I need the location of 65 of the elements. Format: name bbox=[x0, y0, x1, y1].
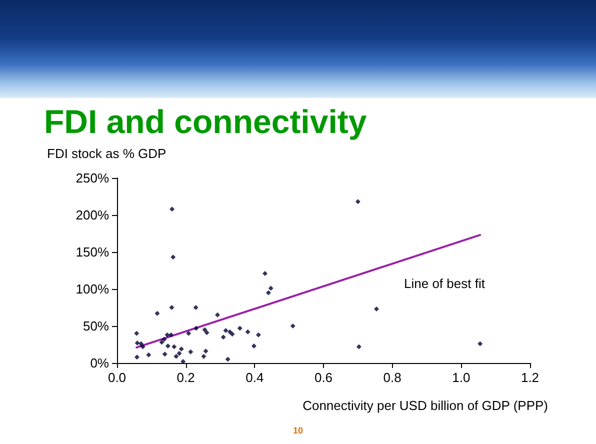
text: 10 bbox=[292, 426, 304, 436]
point bbox=[262, 270, 268, 276]
point bbox=[256, 332, 261, 338]
point bbox=[170, 206, 175, 212]
point bbox=[225, 356, 230, 362]
point bbox=[223, 328, 228, 333]
point bbox=[165, 343, 170, 348]
point bbox=[164, 332, 170, 338]
x-tick-label: 0.0 bbox=[108, 370, 126, 385]
x-tick-label: 0.6 bbox=[314, 370, 333, 385]
point bbox=[154, 310, 160, 316]
point bbox=[202, 327, 208, 332]
point bbox=[201, 354, 206, 359]
annotation: Line of best fit bbox=[404, 276, 486, 291]
point bbox=[203, 348, 208, 354]
point bbox=[159, 340, 164, 345]
point bbox=[169, 305, 174, 310]
point bbox=[146, 352, 152, 358]
point bbox=[170, 254, 176, 260]
point bbox=[194, 326, 199, 331]
point bbox=[178, 346, 184, 352]
y-tick-label: 150% bbox=[76, 244, 110, 260]
point bbox=[134, 354, 140, 360]
point bbox=[176, 350, 182, 356]
point bbox=[374, 306, 379, 312]
point bbox=[355, 199, 360, 204]
x-tick-label: 0.2 bbox=[176, 370, 195, 385]
point bbox=[162, 352, 168, 357]
y-tick-label: 0% bbox=[90, 356, 110, 370]
point bbox=[168, 332, 174, 338]
point bbox=[138, 341, 144, 346]
point bbox=[186, 330, 192, 336]
point bbox=[230, 332, 235, 337]
point bbox=[140, 344, 146, 350]
point bbox=[188, 349, 194, 354]
y-tick-label: 200% bbox=[76, 208, 110, 222]
x-axis-title: Connectivity per USD billion of GDP (PPP) bbox=[302, 398, 548, 413]
point bbox=[172, 344, 177, 350]
point bbox=[193, 305, 198, 310]
x-tick-label: 1.0 bbox=[452, 370, 470, 385]
y-axis-title: FDI stock as % GDP bbox=[47, 146, 166, 161]
point bbox=[245, 329, 250, 334]
point bbox=[134, 330, 140, 336]
y-tick-label: 250% bbox=[76, 170, 110, 186]
point bbox=[220, 334, 226, 340]
x-tick-label: 0.4 bbox=[246, 370, 264, 385]
point bbox=[204, 330, 210, 336]
point bbox=[356, 344, 362, 350]
point bbox=[180, 359, 186, 364]
point bbox=[162, 336, 167, 342]
point bbox=[266, 290, 271, 296]
chart-title: FDI and connectivity bbox=[44, 103, 367, 141]
point bbox=[227, 329, 232, 334]
point bbox=[134, 340, 140, 346]
point bbox=[174, 354, 179, 359]
point bbox=[290, 324, 296, 328]
point bbox=[268, 286, 274, 291]
point bbox=[214, 312, 220, 318]
x-tick-label: 1.2 bbox=[520, 370, 540, 385]
point bbox=[478, 341, 483, 346]
x-tick-label: 0.8 bbox=[383, 370, 402, 385]
point bbox=[237, 326, 242, 331]
y-tick-label: 50% bbox=[82, 318, 110, 334]
point bbox=[251, 343, 256, 348]
y-tick-label: 100% bbox=[76, 282, 110, 296]
